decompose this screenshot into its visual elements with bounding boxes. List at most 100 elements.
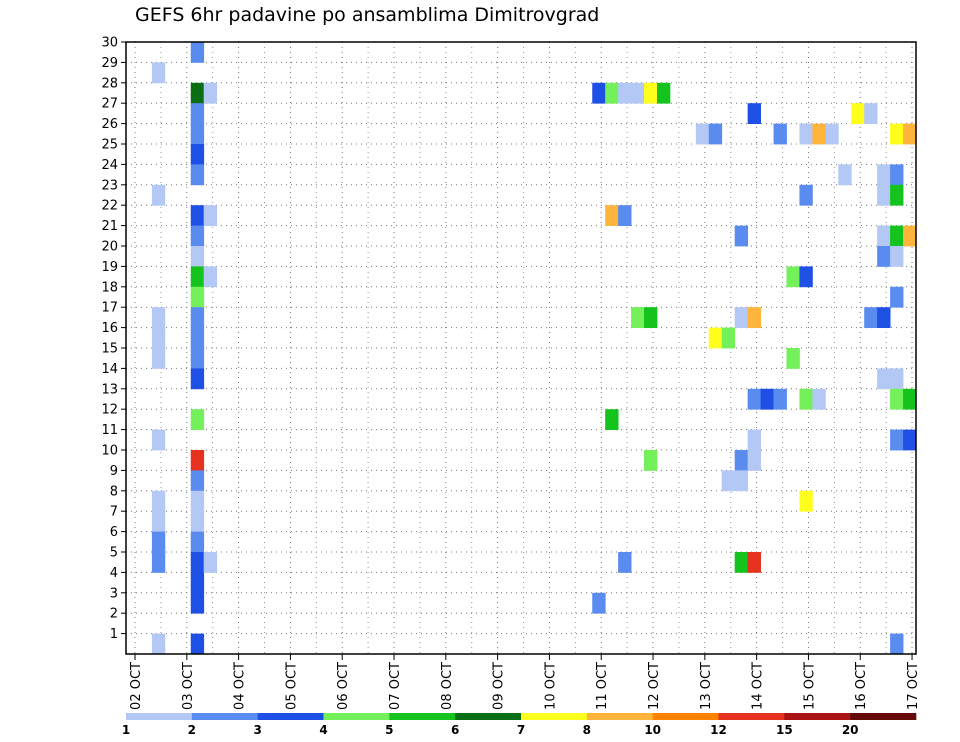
heatmap-cell xyxy=(877,246,891,267)
y-tick-label: 13 xyxy=(101,382,118,397)
x-tick-label: 16 OCT xyxy=(854,662,869,710)
heatmap-cell xyxy=(890,246,904,267)
heatmap-cell xyxy=(708,123,723,145)
heatmap-cell xyxy=(592,592,606,614)
heatmap-cell xyxy=(864,103,878,124)
chart-title: GEFS 6hr padavine po ansamblima Dimitrov… xyxy=(135,4,600,26)
heatmap-cell xyxy=(190,246,205,267)
heatmap-cell xyxy=(190,103,205,124)
heatmap-cell xyxy=(838,164,852,186)
x-tick-label: 08 OCT xyxy=(440,662,455,710)
heatmap-cell xyxy=(708,327,723,349)
y-tick-label: 20 xyxy=(101,240,118,255)
legend-swatch xyxy=(257,713,324,720)
heatmap-cell xyxy=(190,450,205,471)
x-tick-label: 11 OCT xyxy=(595,662,610,710)
heatmap-cell xyxy=(151,62,166,84)
heatmap-cell xyxy=(644,307,658,328)
heatmap-cell xyxy=(203,82,218,104)
heatmap-cell xyxy=(190,552,205,573)
y-tick-label: 26 xyxy=(101,117,118,132)
heatmap-cell xyxy=(877,368,891,390)
y-tick-label: 29 xyxy=(101,56,118,71)
x-tick-label: 05 OCT xyxy=(284,662,299,710)
legend-swatch xyxy=(191,713,258,720)
heatmap-cell xyxy=(151,184,166,206)
heatmap-cell xyxy=(747,429,761,451)
heatmap-cell xyxy=(605,409,619,430)
heatmap-cell xyxy=(786,266,800,288)
x-tick-label: 10 OCT xyxy=(543,662,558,710)
heatmap-cell xyxy=(890,633,904,655)
x-tick-label: 07 OCT xyxy=(388,662,403,710)
heatmap-cell xyxy=(644,450,658,471)
heatmap-cell xyxy=(190,225,205,247)
heatmap-cell xyxy=(190,205,205,226)
heatmap-cell xyxy=(747,552,761,573)
heatmap-cell xyxy=(903,388,917,410)
heatmap-cell xyxy=(734,552,749,573)
y-tick-label: 30 xyxy=(101,36,118,51)
heatmap-cell xyxy=(605,82,619,104)
x-tick-label: 15 OCT xyxy=(802,662,817,710)
heatmap-cell xyxy=(890,368,904,390)
y-tick-label: 18 xyxy=(101,280,118,295)
heatmap-cell xyxy=(151,511,166,532)
heatmap-cell xyxy=(190,409,205,430)
heatmap-cell xyxy=(903,225,917,247)
heatmap-cell xyxy=(592,82,606,104)
heatmap-cell xyxy=(190,82,205,104)
heatmap-cell xyxy=(151,490,166,512)
x-tick-label: 17 OCT xyxy=(906,662,921,710)
heatmap-cell xyxy=(890,184,904,206)
heatmap-cell xyxy=(773,388,787,410)
y-tick-label: 11 xyxy=(101,423,118,438)
heatmap-cell xyxy=(190,164,205,186)
y-tick-label: 19 xyxy=(101,260,118,275)
y-tick-label: 5 xyxy=(110,546,118,561)
heatmap-cell xyxy=(618,82,632,104)
heatmap-cell xyxy=(203,552,218,573)
heatmap-cell xyxy=(799,123,813,145)
y-tick-label: 6 xyxy=(110,525,118,540)
heatmap-cell xyxy=(760,388,774,410)
heatmap-cell xyxy=(190,307,205,328)
heatmap-cell xyxy=(618,552,632,573)
heatmap-cell xyxy=(190,42,205,63)
y-tick-label: 25 xyxy=(101,138,118,153)
y-tick-label: 1 xyxy=(110,627,118,642)
x-tick-label: 09 OCT xyxy=(492,662,507,710)
y-tick-label: 12 xyxy=(101,403,118,418)
legend-label: 12 xyxy=(710,723,727,737)
heatmap-cell xyxy=(877,225,891,247)
legend-swatch xyxy=(850,713,917,720)
x-tick-label: 13 OCT xyxy=(699,662,714,710)
heatmap-cell xyxy=(799,184,813,206)
y-tick-label: 7 xyxy=(110,505,118,520)
y-tick-label: 10 xyxy=(101,444,118,459)
legend-label: 15 xyxy=(776,723,793,737)
x-axis: 02 OCT 03 OCT 04 OCT 05 OCT 06 OCT 07 OCT 08 O… xyxy=(129,654,921,710)
heatmap-cell xyxy=(151,552,166,573)
x-tick-label: 03 OCT xyxy=(181,662,196,710)
heatmap-cells xyxy=(151,42,917,655)
y-tick-label: 24 xyxy=(101,158,118,173)
heatmap-cell xyxy=(151,327,166,349)
heatmap-cell xyxy=(190,327,205,349)
heatmap-cell xyxy=(190,531,205,553)
heatmap-cell xyxy=(877,164,891,186)
heatmap-cell xyxy=(721,327,736,349)
heatmap-cell xyxy=(812,123,826,145)
legend-label: 2 xyxy=(188,723,196,737)
heatmap-cell xyxy=(190,572,205,594)
legend-label: 5 xyxy=(385,723,393,737)
y-tick-label: 22 xyxy=(101,199,118,214)
heatmap-cell xyxy=(631,82,645,104)
y-tick-label: 2 xyxy=(110,607,118,622)
heatmap-cell xyxy=(190,348,205,369)
heatmap-cell xyxy=(190,286,205,308)
y-tick-label: 21 xyxy=(101,219,118,234)
heatmap-cell xyxy=(799,490,813,512)
heatmap-cell xyxy=(605,205,619,226)
